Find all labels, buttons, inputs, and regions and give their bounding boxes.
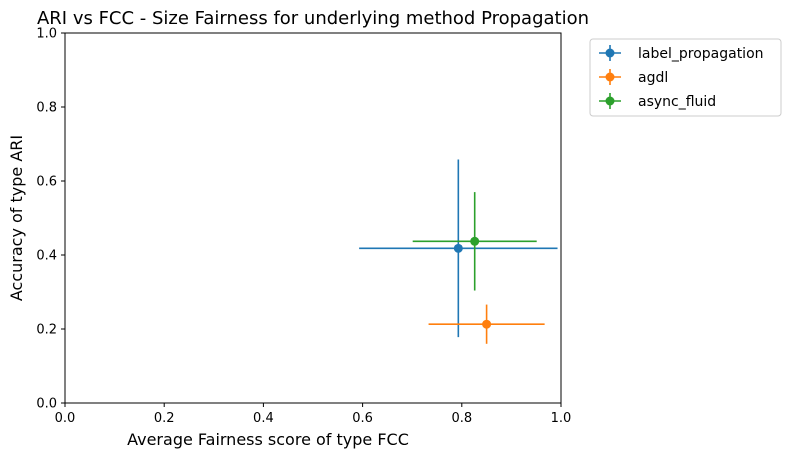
- legend-item-label_propagation: label_propagation: [599, 45, 764, 62]
- legend-marker: [605, 72, 615, 82]
- x-tick-label: 0.8: [451, 411, 472, 426]
- legend-label: agdl: [638, 70, 668, 86]
- legend-box: [589, 38, 782, 117]
- data-point: [453, 243, 463, 253]
- y-tick-label: 1.0: [36, 27, 57, 42]
- series-label_propagation: [359, 159, 558, 338]
- y-tick-label: 0.4: [36, 249, 57, 264]
- data-point: [482, 319, 492, 329]
- y-tick-label: 0.2: [36, 323, 57, 338]
- data-marks: [359, 159, 558, 344]
- x-tick-label: 1.0: [551, 411, 572, 426]
- chart-title: ARI vs FCC - Size Fairness for underlyin…: [37, 8, 589, 29]
- plot-area: [64, 32, 562, 404]
- plot-background: [65, 33, 561, 403]
- series-group: [359, 159, 558, 344]
- x-axis-label: Average Fairness score of type FCC: [127, 430, 409, 449]
- x-tick-label: 0.4: [253, 411, 274, 426]
- series-async_fluid: [412, 192, 537, 291]
- legend-marker: [605, 96, 615, 106]
- x-tick-label: 0.2: [154, 411, 175, 426]
- y-axis-label: Accuracy of type ARI: [7, 135, 26, 301]
- x-tick-label: 0.6: [352, 411, 373, 426]
- data-point: [470, 236, 480, 246]
- legend-item-agdl: agdl: [599, 69, 668, 86]
- legend-marker: [605, 48, 615, 58]
- series-agdl: [428, 304, 545, 344]
- plot-frame: [64, 32, 562, 404]
- legend-label: async_fluid: [638, 94, 716, 110]
- y-tick-label: 0.6: [36, 175, 57, 190]
- x-axis: 0.0 0.2 0.4 0.6 0.8 1.0: [55, 403, 572, 426]
- legend-item-async_fluid: async_fluid: [599, 93, 716, 110]
- y-tick-label: 0.8: [36, 101, 57, 116]
- legend-label: label_propagation: [638, 46, 764, 62]
- x-tick-label: 0.0: [55, 411, 76, 426]
- y-axis: 0.0 0.2 0.4 0.6 0.8 1.0: [36, 27, 65, 412]
- y-tick-label: 0.0: [36, 397, 57, 412]
